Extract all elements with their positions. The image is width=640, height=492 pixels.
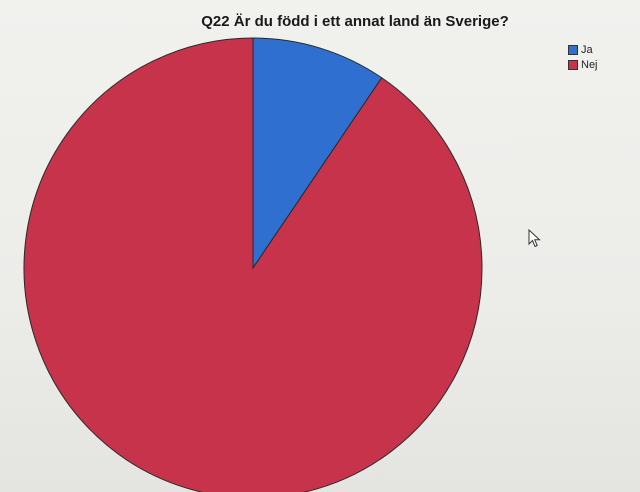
pie-slice-nej: [23, 37, 483, 492]
pie-slice-ja: [252, 37, 383, 270]
legend-label: Ja: [581, 43, 593, 56]
legend-item-ja: Ja: [568, 42, 598, 57]
legend-swatch: [568, 44, 578, 55]
legend-item-nej: Nej: [568, 57, 598, 72]
chart-title: Q22 Är du född i ett annat land än Sveri…: [201, 13, 509, 30]
mouse-pointer-icon: [528, 229, 541, 248]
legend-swatch: [568, 59, 578, 70]
legend: Ja Nej: [568, 42, 598, 72]
legend-label: Nej: [581, 58, 598, 71]
